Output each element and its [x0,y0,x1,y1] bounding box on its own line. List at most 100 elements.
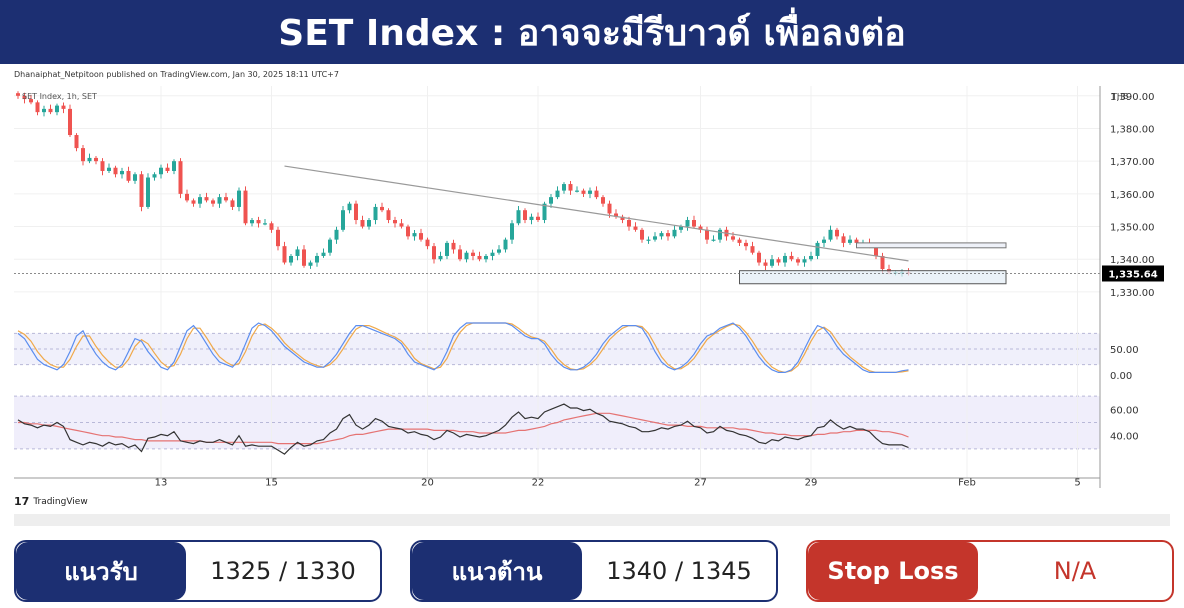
candle-body [685,220,690,227]
candle-body [536,216,540,221]
candle-body [464,252,469,260]
candle-body [477,255,482,260]
candles [16,91,911,277]
candle-body [796,259,800,263]
time-tick-label: 15 [265,477,278,488]
candle-body [497,249,501,253]
candle-body [263,223,267,225]
candle-body [211,200,215,204]
rsi-tick-label: 60.00 [1110,405,1139,416]
candle-body [698,226,703,230]
candle-body [672,229,677,237]
candle-body [113,167,118,175]
candle-body [22,95,27,100]
candle-body [692,220,696,227]
price-tick-label: 1,370.00 [1110,157,1155,168]
candle-body [185,193,189,201]
candle-body [87,157,92,162]
candle-body [705,229,709,240]
candle-body [828,229,833,240]
rsi-ma-line [18,412,909,445]
candle-body [204,197,209,201]
candle-body [100,161,105,171]
candle-body [744,242,748,247]
stoch-k-line [17,322,909,373]
candle-body [237,190,241,207]
candle-body [373,206,378,221]
stop-loss-label: Stop Loss [808,542,978,600]
publisher-note: Dhanaiphat_Netpitoon published on Tradin… [14,70,339,79]
candle-body [120,170,124,175]
candle-body [880,255,885,270]
candle-body [510,223,514,240]
candle-body [770,259,774,266]
rsi-tick-label: 40.00 [1110,432,1139,443]
price-tick-label: 1,360.00 [1110,190,1155,201]
candle-body [666,233,670,237]
price-tick-label: 1,330.00 [1110,288,1155,299]
candle-body [841,236,846,243]
candle-body [282,246,287,263]
tradingview-mark-icon: 17 [14,495,30,508]
candle-body [445,242,449,256]
resistance-zone-box [856,242,1007,249]
candle-body [406,226,410,237]
candle-body [575,190,579,192]
candle-body [679,226,683,230]
downtrend-line [284,165,909,262]
stoch-tick-label: 50.00 [1110,345,1139,356]
candle-body [61,105,66,109]
candle-body [529,216,534,221]
candle-body [633,226,638,230]
candle-body [380,206,384,211]
candle-body [139,174,144,207]
candle-body [783,255,787,263]
candle-body [809,255,813,260]
support-label: แนวรับ [16,542,186,600]
candle-body [763,262,768,266]
candle-body [620,216,625,221]
time-tick-label: 5 [1074,477,1080,488]
candle-body [711,239,716,241]
candle-body [386,210,391,221]
candle-body [74,135,79,149]
candle-body [295,249,300,256]
candle-body [789,255,794,260]
time-tick-label: 13 [155,477,168,488]
candle-body [308,262,313,266]
candle-body [354,203,358,221]
candle-body [224,197,228,201]
candle-body [568,184,573,191]
currency-label: THB [1111,92,1128,101]
price-tick-label: 1,380.00 [1110,124,1155,135]
candle-body [419,233,423,240]
candle-body [549,197,553,204]
resistance-level-card: แนวต้าน 1340 / 1345 [410,540,778,602]
price-tick-label: 1,340.00 [1110,255,1155,266]
candle-body [48,108,53,113]
candle-body [35,102,40,113]
candle-body [731,236,735,240]
candle-body [399,223,404,227]
candle-body [451,242,456,250]
support-zone-box [739,270,1007,285]
candle-body [42,108,46,113]
candle-body [198,197,202,204]
candle-body [230,200,235,207]
candle-body [484,255,488,260]
candle-body [627,220,631,227]
candle-body [107,167,111,171]
candle-body [29,99,33,103]
candle-body [802,259,807,263]
candle-body [562,184,566,191]
timeline-scrollbar[interactable] [14,514,1170,526]
candle-body [55,105,59,113]
stoch-tick-label: 0.00 [1110,371,1132,382]
candle-body [718,229,722,240]
time-tick-label: 29 [805,477,818,488]
candle-body [217,197,222,204]
candle-body [269,223,274,230]
candle-body [646,239,651,241]
candlestick-chart: 1,335.64 1,390.00 1,380.00 1,370.00 1,360.0… [14,86,1164,489]
candle-body [659,233,664,237]
